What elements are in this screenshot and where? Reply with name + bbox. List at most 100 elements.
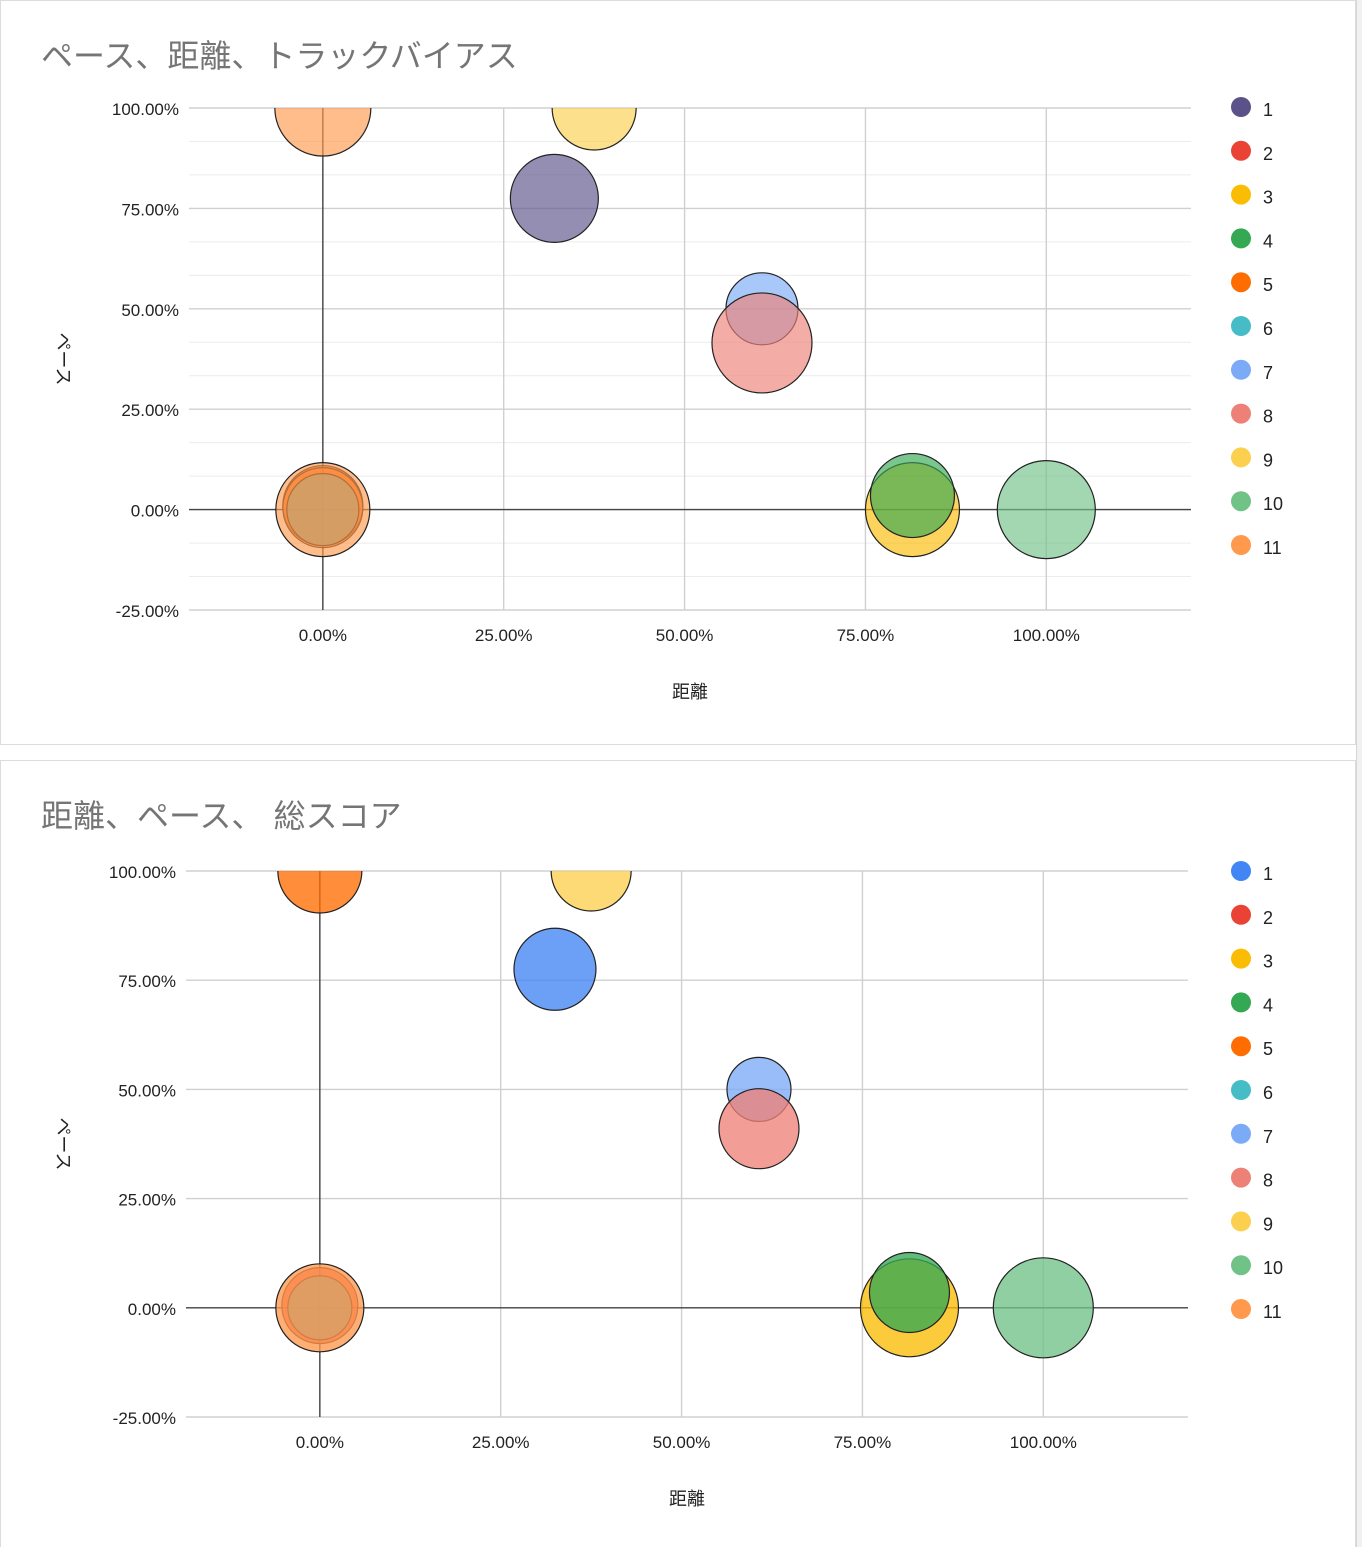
legend-marker	[1231, 97, 1251, 117]
legend-marker	[1231, 447, 1251, 468]
legend-marker	[1231, 491, 1251, 512]
bubble-series-8: 8	[718, 1088, 800, 1170]
legend-label: 4	[1263, 995, 1273, 1015]
y-tick-label: 50.00%	[121, 301, 179, 320]
legend-item-3: 3	[1231, 948, 1273, 972]
legend-item-3: 3	[1231, 184, 1273, 208]
legend-label: 2	[1263, 908, 1273, 928]
legend-item-4: 4	[1231, 228, 1273, 251]
y-tick-label: 75.00%	[121, 200, 179, 219]
legend-item-7: 7	[1231, 359, 1273, 383]
y-axis-title: ペース	[52, 332, 73, 385]
bubble-series-4: 4	[869, 452, 956, 539]
y-tick-label: 25.00%	[118, 1191, 176, 1210]
legend-item-11: 11	[1231, 1299, 1282, 1322]
legend-label: 3	[1263, 188, 1273, 208]
legend-marker	[1231, 272, 1251, 293]
legend-label: 1	[1263, 864, 1273, 884]
x-tick-label: 25.00%	[472, 1433, 530, 1452]
legend-item-2: 2	[1231, 140, 1273, 164]
x-tick-label: 100.00%	[1010, 1433, 1077, 1452]
legend-item-8: 8	[1231, 1167, 1273, 1191]
legend-label: 8	[1263, 407, 1273, 427]
bubble-chart-1[interactable]: -25.00% 0.00% 25.00% 50.00% 75.00% 100.00% 0.0…	[1, 1, 1357, 746]
x-tick-label: 100.00%	[1013, 626, 1080, 645]
legend-label: 9	[1263, 1214, 1273, 1234]
legend-marker	[1231, 948, 1251, 969]
legend-marker	[1231, 992, 1251, 1013]
legend-label: 10	[1263, 1258, 1283, 1278]
legend-marker	[1231, 1123, 1251, 1144]
legend-marker	[1231, 535, 1251, 555]
x-tick-label: 0.00%	[299, 626, 347, 645]
legend-marker	[1231, 1211, 1251, 1232]
legend-label: 10	[1263, 494, 1283, 514]
legend-item-7: 7	[1231, 1123, 1273, 1147]
legend-marker	[1231, 904, 1251, 925]
x-tick-label: 25.00%	[475, 626, 533, 645]
legend-label: 6	[1263, 1083, 1273, 1103]
chart-title-2: 距離、ペース、 総スコア	[41, 797, 402, 835]
y-tick-label: -25.00%	[116, 602, 179, 621]
y-tick-label: 75.00%	[118, 972, 176, 991]
bubble-series-1: 1	[509, 153, 599, 243]
y-tick-label: -25.00%	[113, 1409, 176, 1428]
legend-label: 11	[1263, 1302, 1282, 1322]
legend-marker	[1231, 1080, 1251, 1100]
legend-marker	[1231, 359, 1251, 380]
legend-label: 7	[1263, 363, 1273, 383]
legend-item-10: 10	[1231, 1255, 1283, 1278]
legend-item-10: 10	[1231, 491, 1283, 514]
legend-marker	[1231, 861, 1251, 881]
legend-item-6: 6	[1231, 316, 1273, 339]
legend-label: 5	[1263, 1039, 1273, 1059]
legend-label: 7	[1263, 1127, 1273, 1147]
bubble-layer: 123456789101111b	[274, 108, 1096, 560]
bubble-series-10: 10	[996, 460, 1096, 560]
bubble-series-9: 9	[551, 108, 637, 151]
legend-label: 2	[1263, 144, 1273, 164]
legend-marker	[1231, 1036, 1251, 1057]
x-tick-label: 50.00%	[653, 1433, 711, 1452]
bubble-series-11: 11	[275, 1263, 365, 1353]
legend-item-1: 1	[1231, 97, 1273, 120]
legend-item-8: 8	[1231, 403, 1273, 427]
legend: 1 2 3 4 5 6 7 8 9 10 11	[1231, 861, 1283, 1322]
legend-item-2: 2	[1231, 904, 1273, 928]
legend-item-4: 4	[1231, 992, 1273, 1015]
x-tick-label: 0.00%	[296, 1433, 344, 1452]
x-tick-label: 75.00%	[837, 626, 895, 645]
bubble-series-9: 9	[550, 871, 632, 912]
legend-marker	[1231, 140, 1251, 161]
legend-label: 8	[1263, 1171, 1273, 1191]
legend-label: 9	[1263, 450, 1273, 470]
legend: 1 2 3 4 5 6 7 8 9 10 11	[1231, 97, 1283, 558]
legend-marker	[1231, 184, 1251, 205]
y-tick-label: 50.00%	[118, 1081, 176, 1100]
legend-label: 3	[1263, 952, 1273, 972]
y-tick-label: 100.00%	[112, 100, 179, 119]
legend-marker	[1231, 1299, 1251, 1319]
legend-item-5: 5	[1231, 1036, 1273, 1059]
x-tick-label: 50.00%	[656, 626, 714, 645]
legend-item-9: 9	[1231, 447, 1273, 470]
legend-marker	[1231, 316, 1251, 336]
bubble-chart-2[interactable]: -25.00% 0.00% 25.00% 50.00% 75.00% 100.00% 0.0…	[1, 761, 1357, 1548]
legend-item-1: 1	[1231, 861, 1273, 884]
legend-label: 5	[1263, 275, 1273, 295]
legend-marker	[1231, 1255, 1251, 1276]
chart-title-1: ペース、距離、トラックバイアス	[41, 37, 518, 75]
y-tick-label: 100.00%	[109, 863, 176, 882]
legend-marker	[1231, 228, 1251, 249]
scrollbar-strip[interactable]	[1356, 0, 1362, 1547]
bubble-series-10: 10	[992, 1257, 1094, 1359]
bubble-series-4: 4	[868, 1251, 951, 1334]
bubble-series-11b: 11b	[275, 462, 371, 558]
y-tick-label: 25.00%	[121, 401, 179, 420]
chart-panel-1: ペース、距離、トラックバイアス -25.00% 0.00% 25.00% 50.00%…	[0, 0, 1356, 745]
legend-label: 6	[1263, 319, 1273, 339]
legend-label: 11	[1263, 538, 1282, 558]
legend-marker	[1231, 1167, 1251, 1188]
legend-item-6: 6	[1231, 1080, 1273, 1103]
